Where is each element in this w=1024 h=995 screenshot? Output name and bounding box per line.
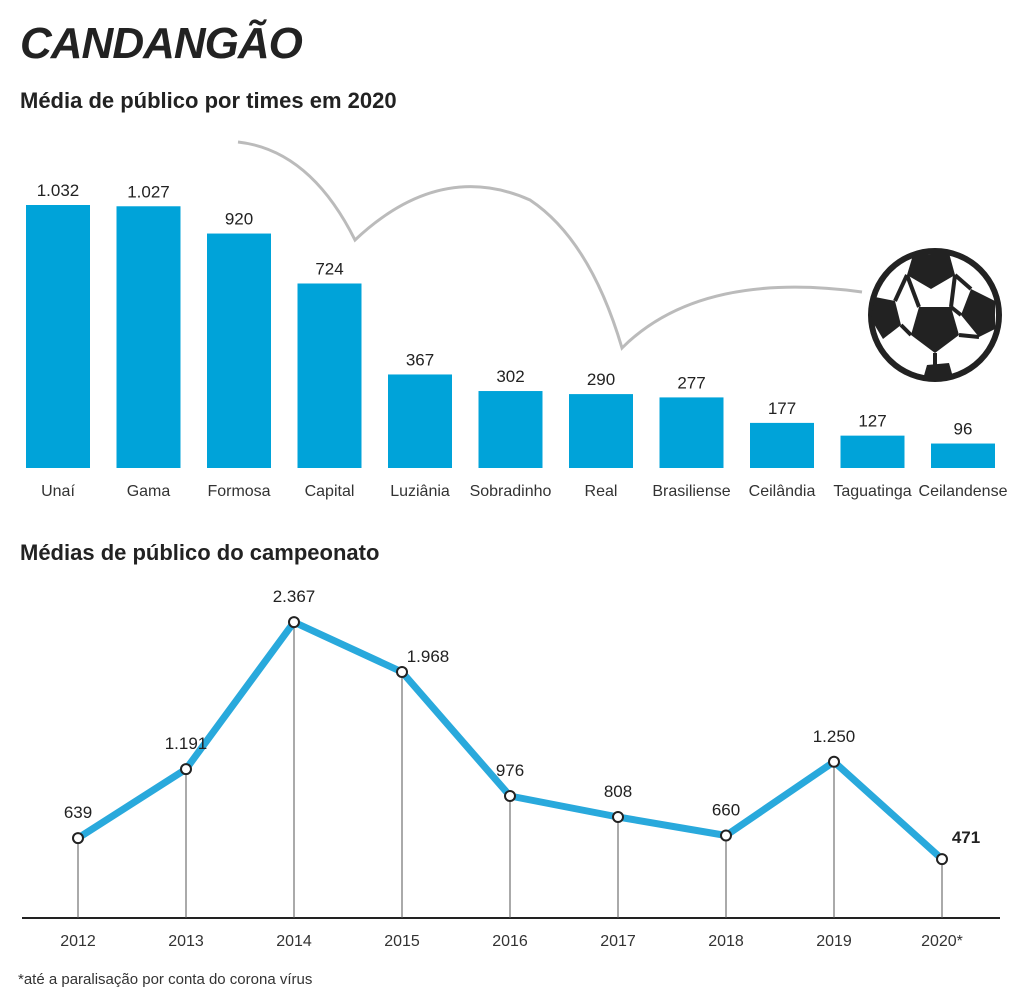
point <box>504 790 516 802</box>
x-tick-label: Taguatinga <box>833 483 911 500</box>
x-tick-label: 2016 <box>492 933 528 950</box>
point <box>828 755 840 768</box>
value-label: 1.968 <box>407 647 450 666</box>
point <box>396 666 408 678</box>
point <box>612 811 624 823</box>
value-label: 367 <box>406 350 434 369</box>
point <box>180 763 192 776</box>
x-tick-label: 2017 <box>600 933 636 950</box>
value-label: 96 <box>954 420 973 439</box>
bar <box>207 233 271 468</box>
value-label: 1.032 <box>37 181 80 200</box>
bar <box>116 206 181 468</box>
value-label: 471 <box>952 828 980 847</box>
ball-trajectory <box>237 140 863 351</box>
point <box>720 829 732 842</box>
x-tick-label: 2013 <box>168 933 204 950</box>
page-title: CANDANGÃO <box>20 18 303 68</box>
bar <box>297 283 362 468</box>
value-label: 1.250 <box>813 727 856 746</box>
x-tick-label: Ceilandense <box>919 483 1008 500</box>
value-label: 724 <box>315 259 343 278</box>
bar-chart-title: Média de público por times em 2020 <box>20 88 397 113</box>
value-label: 127 <box>858 412 886 431</box>
x-tick-label: 2020* <box>921 933 963 950</box>
line-chart-title: Médias de público do campeonato <box>20 540 379 565</box>
x-tick-label: 2019 <box>816 933 852 950</box>
footnote: *até a paralisação por conta do corona v… <box>18 971 312 988</box>
value-label: 639 <box>64 803 92 822</box>
x-tick-label: Ceilândia <box>749 483 816 500</box>
point <box>288 616 300 629</box>
x-tick-label: 2015 <box>384 933 420 950</box>
x-tick-label: 2012 <box>60 933 96 950</box>
value-label: 660 <box>712 801 740 820</box>
value-label: 1.191 <box>165 734 208 753</box>
x-tick-label: Real <box>585 483 618 500</box>
x-tick-label: Gama <box>127 483 171 500</box>
value-label: 290 <box>587 370 615 389</box>
x-tick-label: Unaí <box>41 483 75 500</box>
x-tick-label: 2018 <box>708 933 744 950</box>
value-label: 1.027 <box>127 182 170 201</box>
x-tick-label: 2014 <box>276 933 312 950</box>
point <box>936 853 948 866</box>
value-label: 976 <box>496 761 524 780</box>
x-tick-label: Luziânia <box>390 483 450 500</box>
value-label: 277 <box>677 373 705 392</box>
value-label: 302 <box>496 367 524 386</box>
bar <box>750 422 814 468</box>
x-tick-label: Sobradinho <box>470 483 552 500</box>
bar <box>478 391 543 468</box>
x-tick-label: Brasiliense <box>652 483 730 500</box>
bar <box>840 435 905 468</box>
value-label: 920 <box>225 210 253 229</box>
soccer-ball <box>868 248 1002 382</box>
bar <box>388 374 452 468</box>
bar <box>931 443 995 468</box>
bar <box>26 205 90 468</box>
value-label: 2.367 <box>273 587 316 606</box>
bar <box>659 397 724 468</box>
bar <box>569 394 633 468</box>
x-tick-label: Formosa <box>207 483 270 500</box>
x-tick-label: Capital <box>305 483 355 500</box>
point <box>72 832 84 845</box>
value-label: 177 <box>768 399 796 418</box>
value-label: 808 <box>604 782 632 801</box>
